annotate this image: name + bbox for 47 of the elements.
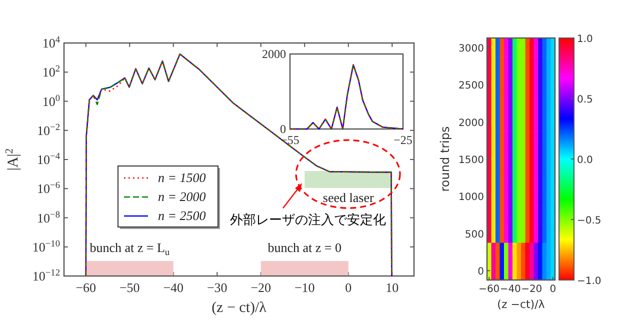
y-tick-label: 10$^{2}$	[42, 64, 60, 80]
x-tick-label: 0	[345, 280, 352, 295]
band-label: bunch at z = L$_{u}$	[90, 240, 170, 258]
x-tick-label: −60	[478, 284, 500, 295]
band-label: bunch at z = 0	[268, 240, 342, 255]
x-tick-label: −10	[294, 280, 315, 295]
y-tick-label: 10$^{−12}$	[32, 268, 60, 284]
band-label: seed laser	[322, 190, 374, 205]
x-tick-label: −40	[163, 280, 184, 295]
x-axis-title: (z −ct)/λ	[497, 298, 546, 311]
y-tick-label: 500	[464, 229, 484, 240]
x-tick-label: −20	[521, 284, 542, 295]
x-tick-label: −40	[500, 284, 521, 295]
y-tick-label: 1500	[458, 155, 484, 166]
color-bar-label: 0.5	[577, 94, 593, 106]
legend-label: n = 2000	[158, 189, 206, 204]
x-tick-label: −25	[394, 133, 412, 147]
y-tick-label: 10$^{0}$	[42, 94, 60, 109]
color-bar-label: −0.5	[577, 216, 602, 226]
x-axis-title: (z − ct)/λ	[212, 300, 268, 316]
annotation: 外部レーザの注入で安定化	[230, 212, 386, 228]
color-bar-label: 1.0	[577, 34, 593, 45]
y-tick-label: 10$^{−4}$	[37, 152, 60, 168]
y-tick-label: 1000	[458, 192, 484, 204]
x-tick-label: −30	[206, 280, 228, 295]
legend-label: n = 1500	[158, 170, 206, 185]
x-tick-label: −60	[76, 280, 96, 295]
y-tick-label: 2000	[262, 47, 286, 62]
x-tick-label: −55	[280, 133, 300, 147]
x-tick-label: −50	[119, 280, 140, 295]
y-tick-label: 10$^{4}$	[42, 36, 60, 51]
legend-label: n = 2500	[158, 208, 206, 223]
y-tick-label: 10$^{−2}$	[37, 122, 60, 138]
color-bar-label: −1.0	[577, 276, 602, 287]
color-bar-label: 0.0	[577, 155, 593, 166]
y-tick-label: 3000	[458, 43, 484, 54]
y-tick-label: 2500	[458, 80, 484, 92]
y-tick-label: 0	[478, 266, 484, 278]
x-tick-label: 0	[550, 284, 556, 295]
line-series	[289, 64, 404, 130]
y-tick-label: 10$^{−6}$	[37, 181, 60, 196]
y-tick-label: 2000	[458, 118, 484, 129]
x-tick-label: 10	[386, 280, 399, 295]
y-tick-label: 10$^{−8}$	[37, 210, 60, 226]
y-tick-label: 10$^{−10}$	[32, 239, 60, 254]
x-tick-label: −20	[250, 280, 272, 295]
y-axis-title: round trips	[438, 126, 452, 192]
